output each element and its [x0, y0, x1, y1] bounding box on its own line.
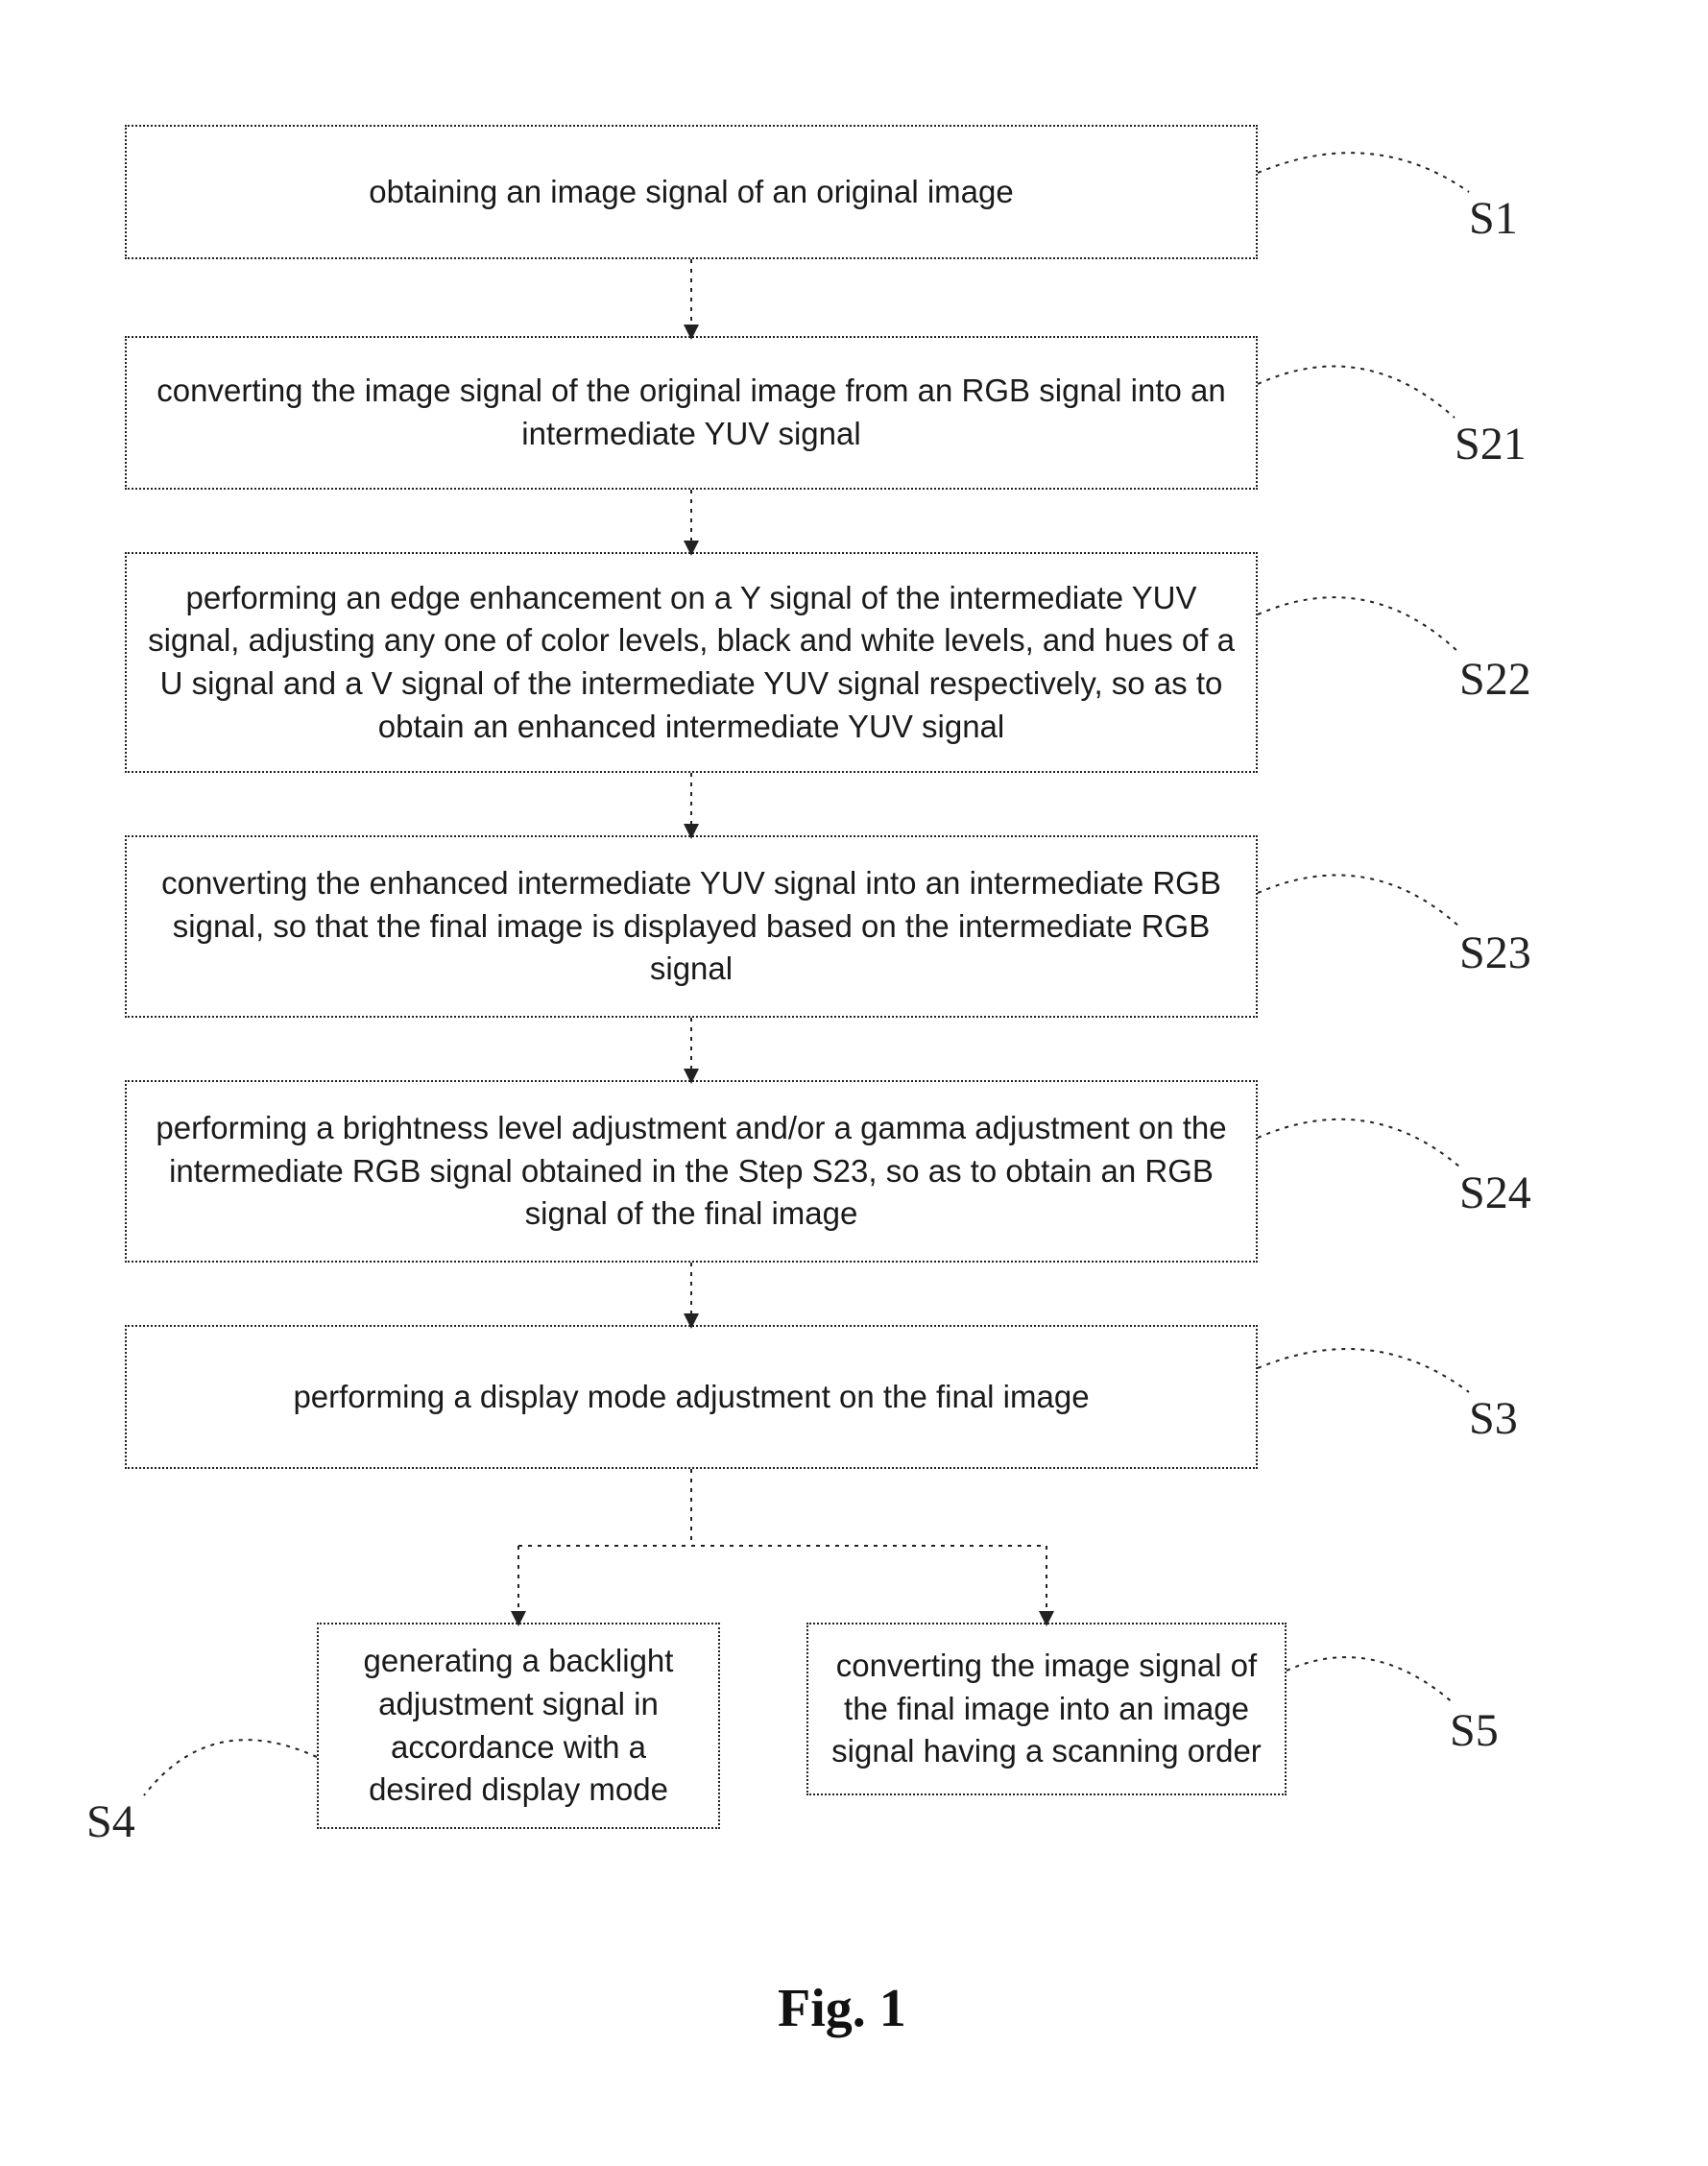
step-text: converting the image signal of the final… — [826, 1645, 1267, 1773]
step-s5: converting the image signal of the final… — [806, 1623, 1287, 1795]
step-s22: performing an edge enhancement on a Y si… — [125, 552, 1258, 773]
step-text: generating a backlight adjustment signal… — [336, 1640, 701, 1811]
step-text: converting the enhanced intermediate YUV… — [144, 862, 1239, 991]
step-s23: converting the enhanced intermediate YUV… — [125, 835, 1258, 1018]
step-s1: obtaining an image signal of an original… — [125, 125, 1258, 259]
label-s4: S4 — [86, 1795, 135, 1848]
step-text: converting the image signal of the origi… — [144, 370, 1239, 455]
step-s4: generating a backlight adjustment signal… — [317, 1623, 720, 1829]
step-s24: performing a brightness level adjustment… — [125, 1080, 1258, 1263]
label-s1: S1 — [1469, 192, 1518, 245]
flowchart-canvas: obtaining an image signal of an original… — [0, 0, 1708, 2166]
label-s23: S23 — [1459, 927, 1531, 979]
step-text: performing a brightness level adjustment… — [144, 1107, 1239, 1236]
step-text: obtaining an image signal of an original… — [369, 171, 1013, 214]
label-s22: S22 — [1459, 653, 1531, 706]
fork-group — [518, 1469, 1046, 1623]
figure-caption: Fig. 1 — [778, 1978, 906, 2039]
step-text: performing an edge enhancement on a Y si… — [144, 577, 1239, 748]
step-s3: performing a display mode adjustment on … — [125, 1325, 1258, 1469]
label-s3: S3 — [1469, 1392, 1518, 1445]
label-s21: S21 — [1455, 418, 1527, 470]
label-s24: S24 — [1459, 1167, 1531, 1219]
step-text: performing a display mode adjustment on … — [293, 1376, 1089, 1419]
step-s21: converting the image signal of the origi… — [125, 336, 1258, 490]
label-s5: S5 — [1450, 1704, 1499, 1757]
